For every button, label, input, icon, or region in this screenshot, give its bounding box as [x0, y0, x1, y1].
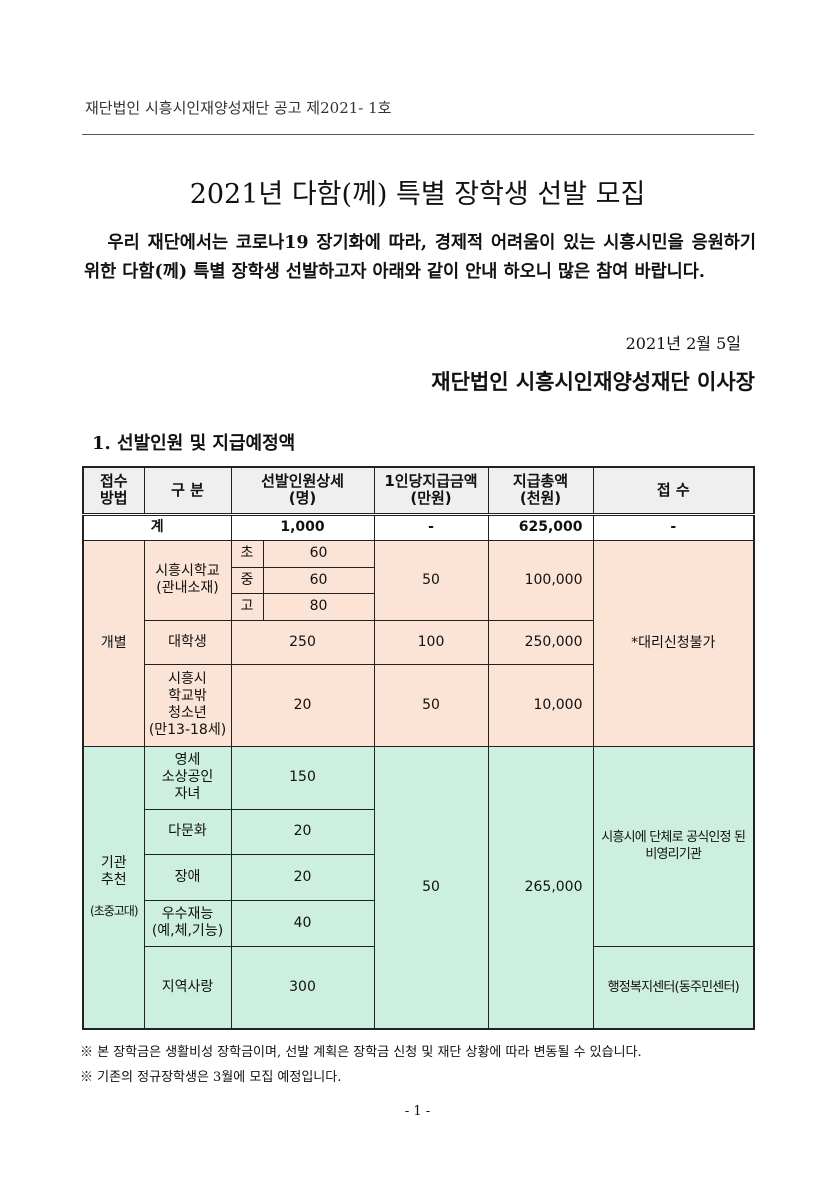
th-method: 접수 방법: [82, 466, 145, 515]
category: 지역사랑: [143, 945, 232, 1030]
th-receipt: 접 수: [592, 466, 755, 515]
total-amount: 250,000: [487, 619, 594, 665]
per-person: 50: [373, 663, 489, 747]
count: 150: [230, 745, 375, 810]
total-sum: 625,000: [487, 512, 594, 541]
table-header-row: 접수 방법 구 분 선발인원상세 (명) 1인당지급금액 (만원) 지급총액 (…: [82, 466, 755, 515]
level-count: 60: [262, 566, 375, 594]
receipt-community-center: 행정복지센터(동주민센터): [592, 945, 755, 1030]
scholarship-table: 접수 방법 구 분 선발인원상세 (명) 1인당지급금액 (만원) 지급총액 (…: [82, 466, 755, 1030]
total-count: 1,000: [230, 512, 375, 541]
page-title: 2021년 다함(께) 특별 장학생 선발 모집: [189, 179, 646, 210]
method-agency: 기관 추천 (초중고대): [82, 745, 145, 1030]
notice-number: 재단법인 시흥시인재양성재단 공고 제2021- 1호: [85, 99, 392, 117]
level-label: 초: [230, 539, 264, 568]
per-person: 50: [373, 539, 489, 621]
count: 20: [230, 808, 375, 855]
category: 다문화: [143, 808, 232, 855]
note: ※ 기존의 정규장학생은 3월에 모집 예정입니다.: [80, 1070, 342, 1085]
total-receipt: -: [592, 512, 755, 541]
method-agency-sub: (초중고대): [89, 903, 139, 918]
category: 장애: [143, 853, 232, 901]
th-count: 선발인원상세 (명): [230, 466, 375, 515]
count: 40: [230, 899, 375, 947]
count: 20: [230, 663, 375, 747]
section-heading: 1. 선발인원 및 지급예정액: [92, 433, 296, 454]
table-row: 기관 추천 (초중고대) 영세 소상공인 자녀 150 50 265,000 시흥…: [82, 745, 755, 1030]
total-label: 계: [82, 512, 232, 541]
total-amount: 100,000: [487, 539, 594, 621]
per-person: 100: [373, 619, 489, 665]
intro-text: 우리 재단에서는 코로나19 장기화에 따라, 경제적 어려움이 있는 시흥시민…: [84, 233, 756, 282]
level-label: 중: [230, 566, 264, 594]
category-univ: 대학생: [143, 619, 232, 665]
page-number: - 1 -: [404, 1104, 431, 1119]
total-per: -: [373, 512, 489, 541]
method-agency-label: 기관 추천: [100, 854, 127, 888]
total-amount: 10,000: [487, 663, 594, 747]
category-school: 시흥시학교 (관내소재): [143, 539, 232, 621]
category: 우수재능 (예,체,기능): [143, 899, 232, 947]
level-label: 고: [230, 592, 264, 621]
th-per-person: 1인당지급금액 (만원): [373, 466, 489, 515]
receipt-agency: 시흥시에 단체로 공식인정 된 비영리기관: [592, 745, 755, 947]
category: 영세 소상공인 자녀: [143, 745, 232, 810]
receipt-individual: *대리신청불가: [592, 539, 755, 747]
method-individual: 개별: [82, 539, 145, 747]
level-count: 60: [262, 539, 375, 568]
table-row: 개별 시흥시학교 (관내소재) 초 60 50 100,000 *대리신청불가: [82, 539, 755, 747]
count: 250: [230, 619, 375, 665]
th-category: 구 분: [143, 466, 232, 515]
count: 300: [230, 945, 375, 1030]
total-row: 계 1,000 - 625,000 -: [82, 512, 755, 541]
issuer: 재단법인 시흥시인재양성재단 이사장: [431, 369, 755, 394]
count: 20: [230, 853, 375, 901]
divider: [82, 134, 754, 135]
per-person: 50: [373, 745, 489, 1030]
total-amount: 265,000: [487, 745, 594, 1030]
category-youth: 시흥시 학교밖 청소년 (만13-18세): [143, 663, 232, 747]
th-total: 지급총액 (천원): [487, 466, 594, 515]
note: ※ 본 장학금은 생활비성 장학금이며, 선발 계획은 장학금 신청 및 재단 …: [80, 1045, 642, 1060]
notice-date: 2021년 2월 5일: [625, 334, 741, 353]
level-count: 80: [262, 592, 375, 621]
